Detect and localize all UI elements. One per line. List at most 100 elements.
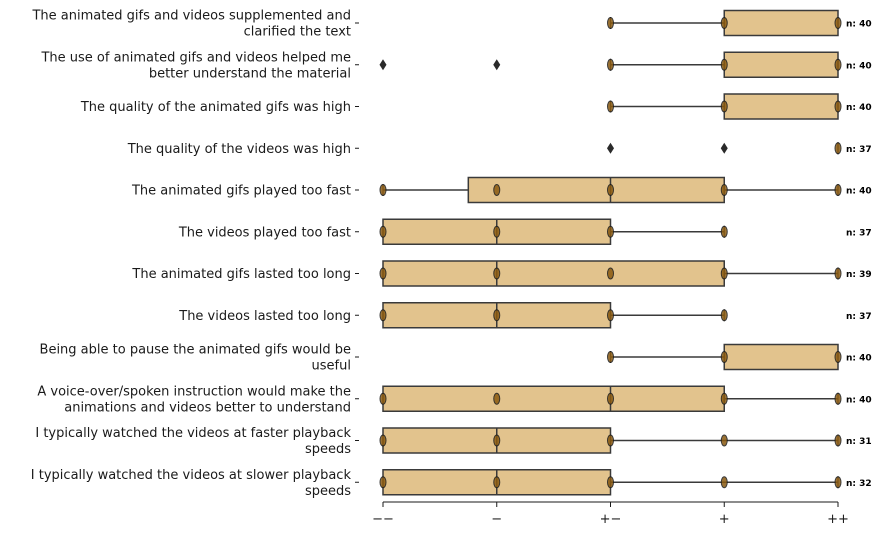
row-6: The videos played too fast n: 37 [178,218,872,245]
data-point [379,267,387,280]
x-tick-label: +− [600,512,622,527]
data-point [493,184,501,196]
data-point [493,309,501,322]
row-5: The animated gifs played too fast n: 40 [131,176,872,204]
data-point [834,392,842,405]
question-label: speeds [305,442,351,457]
data-point [720,309,728,322]
data-point [834,476,842,489]
data-point [607,225,614,238]
data-point [379,392,387,405]
data-point [834,351,842,363]
question-label: Being able to pause the animated gifs wo… [40,343,351,358]
question-label: I typically watched the videos at slower… [31,468,352,483]
outlier-point [607,142,614,154]
row-9: Being able to pause the animated gifs wo… [40,343,872,374]
n-count-label: n: 40 [846,20,872,30]
n-count-label: n: 32 [846,479,872,489]
question-label: The videos lasted too long [178,309,351,324]
x-tick-label: −− [372,512,394,527]
outlier-point [379,59,387,71]
row-10: A voice-over/spoken instruction would ma… [37,384,871,415]
data-point [607,267,614,280]
box [723,51,839,78]
x-axis: −− − +− + ++ [372,501,849,527]
question-label: I typically watched the videos at faster… [35,426,351,441]
data-point [493,434,501,447]
data-point [379,225,387,238]
outlier-point [720,142,728,154]
row-2: The use of animated gifs and videos help… [40,50,871,81]
question-label: The use of animated gifs and videos help… [40,50,351,65]
data-point [720,58,728,71]
data-point [379,434,387,447]
row-1: The animated gifs and videos supplemente… [31,9,871,40]
question-label: A voice-over/spoken instruction would ma… [37,384,351,399]
n-count-label: n: 40 [846,187,872,197]
box [723,93,839,120]
data-point [720,184,728,196]
data-point [720,267,728,280]
outlier-point [493,59,501,71]
data-point [834,100,842,113]
box [382,385,725,412]
data-point [720,434,728,447]
data-point [607,100,614,113]
chart-rows: The animated gifs and videos supplemente… [31,9,872,499]
data-point [493,225,501,238]
data-point [607,184,614,196]
data-point [720,225,728,238]
x-tick-label: + [719,512,730,527]
data-point [607,392,614,405]
n-count-label: n: 37 [846,312,872,322]
n-count-label: n: 37 [846,228,872,238]
data-point [834,142,842,155]
question-label: animations and videos better to understa… [64,400,351,415]
row-8: The videos lasted too long n: 37 [178,302,872,329]
data-point [379,476,387,489]
question-label: useful [312,359,351,374]
data-point [379,184,387,196]
data-point [834,17,842,29]
data-point [720,100,728,113]
box [382,260,725,287]
row-11: I typically watched the videos at faster… [35,426,871,457]
data-point [834,58,842,71]
data-point [720,392,728,405]
question-label: The quality of the animated gifs was hig… [80,100,351,115]
row-4: The quality of the videos was high n: 37 [127,142,872,157]
data-point [834,434,842,447]
row-7: The animated gifs lasted too long n: 39 [131,260,872,287]
data-point [379,309,387,322]
data-point [720,17,728,29]
question-label: better understand the material [149,66,351,81]
data-point [607,351,614,363]
data-point [607,476,614,489]
question-label: The quality of the videos was high [127,142,351,157]
row-3: The quality of the animated gifs was hig… [80,93,872,120]
question-label: The animated gifs played too fast [131,184,351,199]
row-12: I typically watched the videos at slower… [31,468,872,499]
n-count-label: n: 31 [846,437,872,447]
data-point [493,267,501,280]
box [723,9,839,37]
n-count-label: n: 39 [846,270,872,280]
data-point [607,17,614,29]
n-count-label: n: 40 [846,354,872,364]
data-point [720,351,728,363]
data-point [834,184,842,196]
data-point [607,309,614,322]
n-count-label: n: 37 [846,145,872,155]
question-label: The videos played too fast [178,225,351,240]
data-point [607,58,614,71]
n-count-label: n: 40 [846,103,872,113]
question-label: clarified the text [244,25,351,40]
data-point [493,392,501,405]
n-count-label: n: 40 [846,61,872,71]
data-point [834,267,842,280]
box [723,343,839,371]
data-point [493,476,501,489]
x-tick-label: ++ [827,512,849,527]
box [467,176,725,204]
